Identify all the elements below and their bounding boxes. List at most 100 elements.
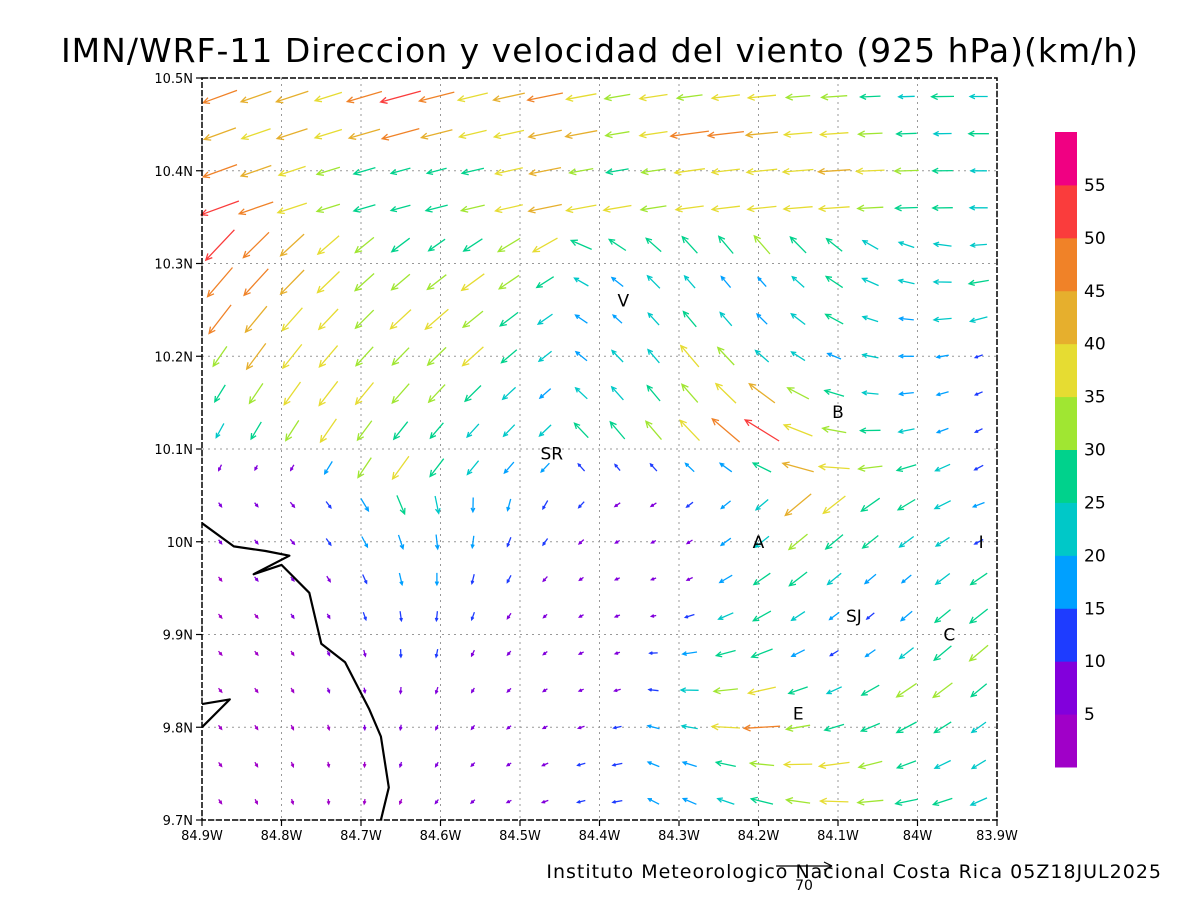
wind-vector: [379, 90, 421, 104]
wind-vector: [281, 307, 303, 332]
wind-vector: [638, 130, 668, 139]
wind-vector: [897, 241, 915, 249]
wind-vector: [753, 234, 771, 255]
wind-vector: [360, 498, 370, 513]
wind-vector: [718, 574, 733, 584]
wind-vector: [506, 574, 512, 584]
wind-vector: [932, 279, 952, 285]
wind-vector: [649, 614, 657, 618]
wind-vector: [855, 167, 885, 175]
wind-vector: [932, 682, 953, 699]
wind-vector: [313, 91, 343, 103]
wind-vector: [499, 311, 519, 327]
wind-vector: [931, 797, 953, 807]
wind-vector: [782, 760, 813, 769]
wind-vector: [206, 267, 233, 298]
x-tick-label: 84.1W: [817, 829, 859, 844]
wind-vector: [679, 419, 700, 442]
wind-vector: [283, 381, 302, 406]
wind-vector: [744, 131, 779, 139]
wind-vector: [857, 130, 883, 138]
wind-vector: [362, 611, 367, 622]
wind-vector: [274, 90, 309, 104]
wind-vector: [326, 761, 331, 769]
wind-vector: [613, 502, 621, 508]
wind-vector: [823, 388, 845, 397]
wind-vector: [345, 90, 383, 104]
wind-vector: [326, 687, 331, 694]
wind-vector: [578, 576, 584, 582]
wind-vector: [787, 533, 808, 551]
wind-vector: [494, 204, 523, 214]
wind-vector: [434, 799, 439, 805]
wind-vector: [611, 314, 623, 324]
wind-vector: [254, 576, 259, 582]
wind-vector: [326, 798, 331, 806]
wind-vector: [505, 762, 512, 767]
wind-vector: [456, 92, 488, 103]
wind-vector: [784, 493, 812, 517]
wind-vector: [685, 539, 693, 545]
wind-vector: [397, 534, 405, 551]
coastline-segment: [201, 698, 231, 728]
color-legend: 5 10 15 20 25 30 35 40 45 50 55: [1055, 132, 1106, 768]
colorbar-band: [1055, 396, 1077, 450]
wind-vector: [934, 536, 950, 547]
wind-vector: [781, 461, 814, 473]
wind-vector: [279, 269, 305, 296]
wind-vector: [647, 798, 660, 805]
wind-vector: [275, 128, 308, 141]
wind-vector: [496, 237, 521, 253]
wind-vector: [683, 613, 695, 619]
wind-vector: [746, 205, 777, 213]
wind-vector: [218, 799, 223, 805]
wind-vector: [826, 352, 842, 360]
wind-vector: [354, 273, 375, 292]
wind-vector: [679, 344, 700, 368]
wind-vector: [204, 229, 235, 262]
map-frame: [201, 77, 998, 821]
wind-vector: [362, 761, 367, 769]
x-tick-label: 84.4W: [579, 829, 621, 844]
wind-vector: [540, 462, 550, 474]
wind-vector: [894, 204, 918, 212]
colorbar-label: 55: [1084, 176, 1106, 196]
wind-vector: [424, 204, 448, 213]
wind-vector: [460, 273, 485, 292]
wind-vector: [604, 131, 630, 139]
wind-vector: [537, 350, 553, 363]
wind-vector: [470, 611, 476, 622]
wind-vector: [858, 93, 881, 100]
wind-vector: [576, 725, 585, 730]
wind-vector: [569, 239, 592, 250]
colorbar-band: [1055, 343, 1077, 398]
wind-vector: [540, 799, 549, 804]
wind-vector: [683, 274, 696, 289]
reference-arrow-head: [823, 861, 833, 871]
wind-vector: [782, 130, 813, 138]
wind-vector: [754, 499, 769, 511]
wind-vector: [856, 798, 884, 806]
wind-vector: [576, 762, 586, 767]
wind-vector: [712, 687, 738, 695]
wind-vector: [424, 308, 449, 331]
wind-vector: [542, 576, 548, 583]
wind-vector: [714, 382, 737, 404]
wind-vector: [932, 241, 952, 248]
wind-vector: [459, 204, 485, 213]
wind-vector: [828, 611, 840, 621]
wind-vector: [933, 500, 951, 510]
wind-vector: [790, 611, 806, 622]
longitude-axis: 84.9W 84.8W 84.7W 84.6W 84.5W 84.4W 84.3W 84.2W…: [181, 820, 1018, 844]
wind-vector: [419, 129, 453, 140]
wind-vector: [390, 273, 411, 291]
wind-vector: [434, 534, 440, 551]
wind-vector: [900, 574, 912, 584]
x-tick-label: 84.7W: [340, 829, 382, 844]
wind-vector: [326, 724, 331, 732]
wind-vector: [743, 419, 780, 442]
wind-vector: [538, 424, 552, 438]
colorbar-label: 45: [1084, 282, 1106, 302]
wind-vector: [897, 428, 915, 434]
wind-vector: [789, 235, 807, 254]
